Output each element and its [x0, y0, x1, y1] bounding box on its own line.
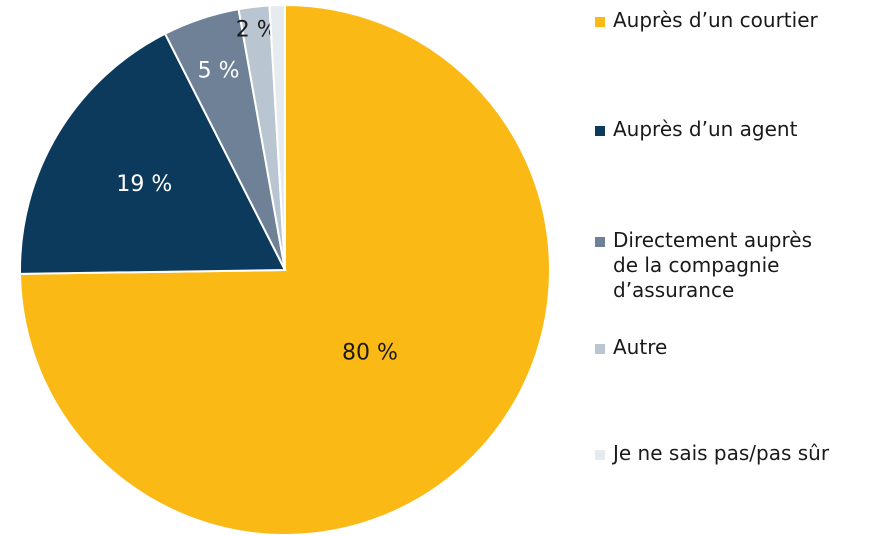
- legend-label: Directement auprès de la compagnie d’ass…: [613, 228, 812, 302]
- legend-label: Autre: [613, 335, 668, 359]
- legend-label: Je ne sais pas/pas sûr: [613, 441, 830, 465]
- data-label: 19 %: [116, 172, 172, 197]
- legend-item: Je ne sais pas/pas sûr: [595, 441, 875, 466]
- legend-swatch: [595, 450, 605, 460]
- data-label: 5 %: [198, 58, 240, 83]
- legend-item: Auprès d’un courtier: [595, 8, 875, 33]
- legend-item: Directement auprès de la compagnie d’ass…: [595, 228, 875, 303]
- legend-swatch: [595, 344, 605, 354]
- pie-slice: [268, 3, 286, 271]
- legend-item: Auprès d’un agent: [595, 117, 875, 142]
- legend-swatch: [595, 17, 605, 27]
- legend-label: Auprès d’un courtier: [613, 8, 818, 32]
- legend-swatch: [595, 237, 605, 247]
- data-label: 80 %: [342, 341, 398, 366]
- legend-swatch: [595, 126, 605, 136]
- pie-slice: [19, 32, 287, 275]
- chart: 80 %19 %5 %2 %: [19, 3, 551, 536]
- legend-label: Auprès d’un agent: [613, 117, 798, 141]
- legend-item: Autre: [595, 335, 875, 360]
